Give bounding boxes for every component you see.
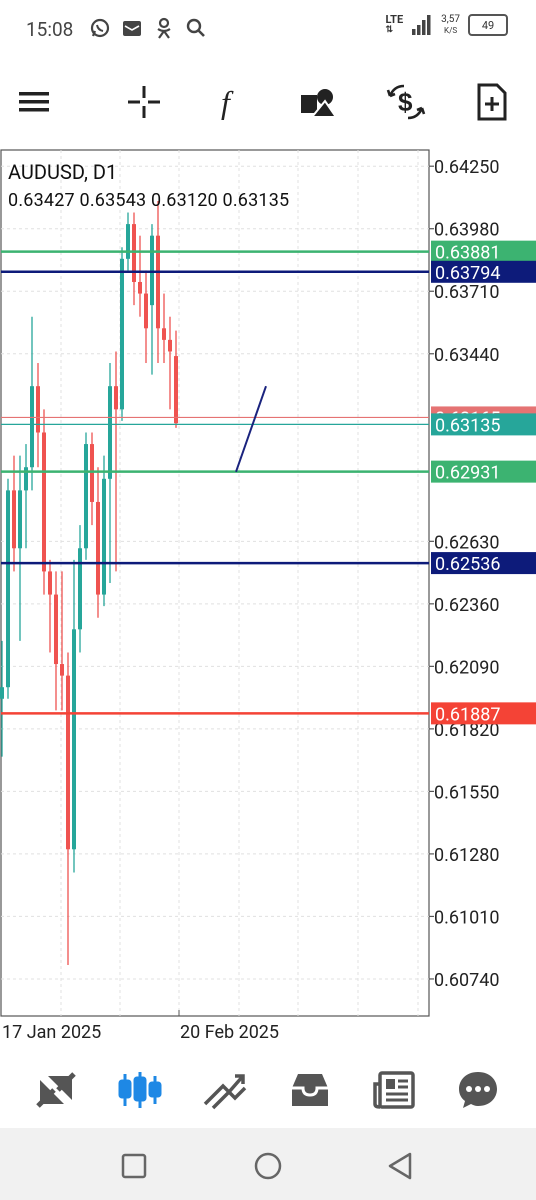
chart-ohlc: 0.63427 0.63543 0.63120 0.63135 (8, 190, 290, 211)
candle-body (12, 490, 16, 549)
candle-body (42, 432, 46, 572)
candle-body (78, 548, 82, 630)
y-tick-label: 0.63440 (434, 345, 499, 366)
candle-body (54, 594, 58, 665)
objects-icon[interactable] (296, 80, 340, 124)
chart-canvas[interactable]: 0.64250 0.63980 0.63710 0.63440 0.62630 0.623… (0, 148, 536, 1048)
mail-icon (120, 14, 144, 42)
price-level-label: 0.63135 (435, 415, 500, 436)
y-tick-label: 0.62630 (434, 532, 499, 553)
candle-body (138, 281, 142, 294)
price-level-label: 0.61887 (435, 704, 500, 725)
candle-body (48, 571, 52, 595)
candle-body (150, 235, 154, 306)
candle-body (84, 444, 88, 549)
indicator-f-icon[interactable]: f (208, 80, 252, 124)
candle-body (72, 629, 76, 850)
x-label: 17 Jan 2025 (2, 1022, 101, 1043)
back-icon[interactable] (380, 1148, 420, 1184)
price-level-label: 0.63881 (435, 243, 500, 264)
price-level-badge (431, 552, 536, 575)
candle-body (126, 224, 130, 259)
price-level-badge (431, 240, 536, 263)
candle-body (90, 444, 94, 502)
recents-icon[interactable] (114, 1148, 154, 1184)
candle-body (30, 386, 34, 468)
y-tick-label: 0.63710 (434, 282, 499, 303)
chat-icon[interactable] (454, 1068, 502, 1112)
y-tick-label: 0.64250 (434, 157, 499, 178)
candle-body (120, 258, 124, 410)
candle-body (24, 467, 28, 491)
chart-symbol: AUDUSD, D1 (8, 160, 118, 184)
y-tick-label: 0.60740 (434, 970, 499, 991)
notification-icons (88, 14, 208, 42)
system-navigation (0, 1128, 536, 1200)
price-level-label: 0.62536 (435, 554, 500, 575)
candle-body (162, 328, 166, 340)
candle-body (108, 386, 112, 479)
status-indicators: LTE ⇅ 3,57 K/S 49 (385, 14, 508, 36)
y-tick-label: 0.61280 (434, 845, 499, 866)
chart-icon[interactable] (116, 1068, 164, 1112)
odnoklassniki-icon (152, 14, 176, 42)
y-tick-label: 0.63980 (434, 220, 499, 241)
battery-indicator: 49 (468, 14, 508, 36)
candle-body (144, 293, 148, 329)
price-level-badge (431, 702, 536, 725)
y-tick-label: 0.61010 (434, 907, 499, 928)
network-type: LTE ⇅ (385, 13, 404, 35)
candle-body (132, 224, 136, 282)
trade-dollar-icon[interactable]: $ (384, 80, 428, 124)
quotes-icon[interactable] (32, 1068, 80, 1112)
y-tick-label: 0.61550 (434, 782, 499, 803)
history-icon[interactable] (286, 1068, 334, 1112)
signal-icon (412, 15, 431, 35)
candle-body (66, 675, 70, 850)
candle-body (0, 687, 4, 699)
new-document-icon[interactable] (470, 80, 514, 124)
candle-body (174, 356, 178, 424)
price-level-badge (431, 460, 536, 483)
status-bar: 15:08 LTE ⇅ 3,57 K/S 49 (0, 0, 536, 62)
bottom-navigation (0, 1048, 536, 1128)
y-tick-label: 0.62090 (434, 657, 499, 678)
candle-body (156, 235, 160, 329)
plot-frame (0, 149, 430, 1017)
home-icon[interactable] (248, 1148, 288, 1184)
candle-body (60, 664, 64, 676)
price-level-label: 0.62931 (435, 463, 500, 484)
candle-body (114, 386, 118, 410)
chart-toolbar: f $ (0, 62, 536, 142)
price-level-badge (431, 413, 536, 436)
network-speed: 3,57 K/S (441, 14, 460, 35)
x-label: 20 Feb 2025 (180, 1022, 279, 1043)
y-tick-label: 0.62360 (434, 595, 499, 616)
news-icon[interactable] (370, 1068, 418, 1112)
price-level-label: 0.63794 (435, 263, 500, 284)
price-chart[interactable]: 0.64250 0.63980 0.63710 0.63440 0.62630 0.623… (0, 148, 536, 1048)
y-tick-label: 0.61820 (434, 720, 499, 741)
svg-text:f: f (221, 84, 234, 120)
candle-body (18, 490, 22, 549)
svg-text:$: $ (398, 87, 413, 117)
candle-body (36, 386, 40, 433)
menu-icon[interactable] (12, 80, 56, 124)
candle-body (6, 490, 10, 688)
trade-icon[interactable] (200, 1068, 248, 1112)
crosshair-icon[interactable] (122, 80, 166, 124)
search-icon (184, 14, 208, 42)
trendline (235, 385, 267, 473)
candle-body (96, 501, 100, 595)
candle-body (102, 478, 106, 595)
whatsapp-icon (88, 14, 112, 42)
price-level-badge (431, 260, 536, 283)
status-time: 15:08 (26, 18, 74, 41)
candle-body (168, 339, 172, 352)
